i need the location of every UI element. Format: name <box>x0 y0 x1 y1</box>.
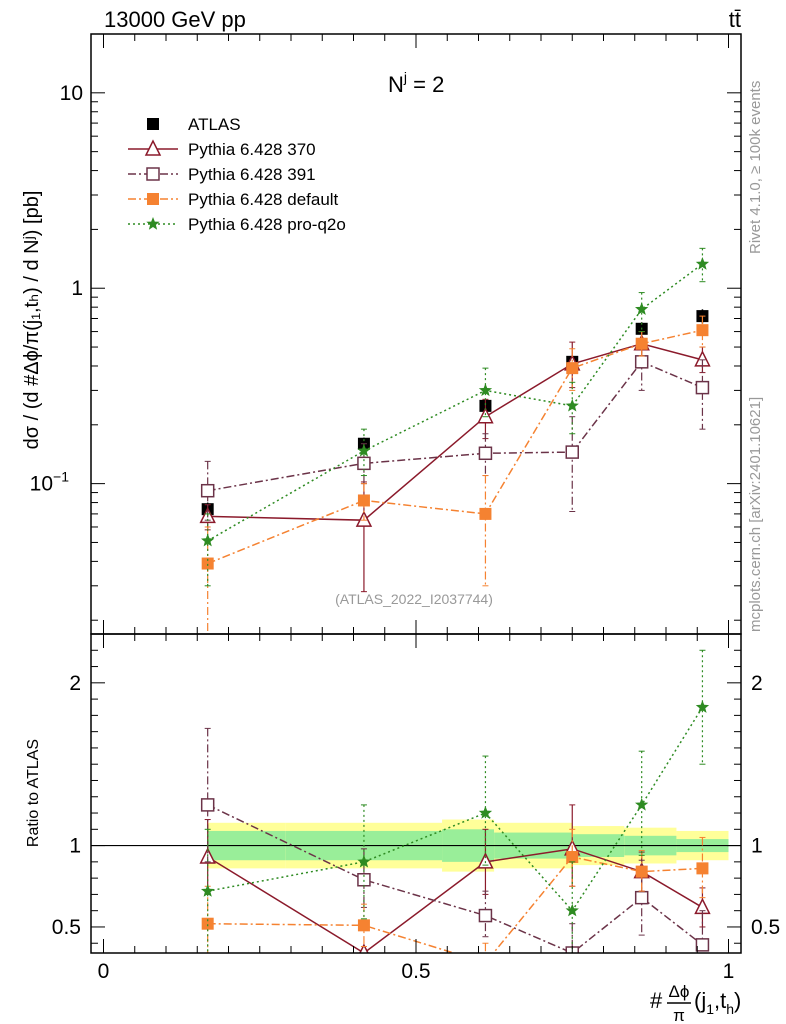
legend-entry-pythia-6-428-370: Pythia 6.428 370 <box>128 139 316 159</box>
x-tick-label: 1 <box>723 960 735 983</box>
data-point <box>565 445 579 459</box>
data-point <box>478 383 493 397</box>
legend-label: Pythia 6.428 370 <box>188 140 316 159</box>
data-point <box>634 355 649 369</box>
ratio-point <box>634 890 649 905</box>
ratio-y-axis-label: Ratio to ATLAS <box>25 739 42 847</box>
x-tick-label: 0 <box>98 960 110 983</box>
mcplots-label: mcplots.cern.ch [arXiv:2401.10621] <box>747 397 764 632</box>
legend: ATLAS Pythia 6.428 370 Pythia 6.428 391 Pyt… <box>128 115 346 234</box>
legend-entry-pythia-6-428-pro-q2o: Pythia 6.428 pro-q2o <box>128 215 346 234</box>
series-line <box>207 329 703 565</box>
series-line <box>207 360 703 492</box>
header-process: 13000 GeV pp <box>104 7 246 32</box>
data-point <box>357 494 370 507</box>
svg-text:Δϕ: Δϕ <box>669 982 690 1001</box>
ratio-point <box>696 862 709 875</box>
ratio-series-line <box>207 804 703 953</box>
x-axis-label: # Δϕ π (j1,th) <box>650 982 741 1024</box>
data-point <box>565 398 579 412</box>
ratio-point <box>566 850 579 863</box>
series-atlas <box>201 309 709 517</box>
main-plot <box>199 247 711 634</box>
main-y-tick-label: 10 <box>60 82 83 105</box>
ratio-point <box>479 957 491 969</box>
ratio-point <box>477 852 494 869</box>
ratio-frame <box>90 633 742 954</box>
ratio-y-tick-label-right: 2 <box>751 672 763 695</box>
series-pythia-6-428-370 <box>199 331 711 593</box>
svg-text:π: π <box>673 1006 685 1024</box>
legend-entry-atlas: ATLAS <box>147 115 241 134</box>
legend-marker <box>147 118 159 130</box>
ratio-y-tick-label-right: 0.5 <box>751 916 780 939</box>
data-point <box>200 483 215 498</box>
series-pythia-6-428-pro-q2o <box>201 247 710 587</box>
ratio-point <box>359 943 369 953</box>
header-final-state: tt̄ <box>729 7 741 32</box>
data-point <box>357 456 371 471</box>
ratio-point <box>635 865 648 878</box>
legend-label: ATLAS <box>188 115 241 134</box>
main-y-axis-label: dσ / (d #Δϕ/π(j₁,tₕ) / d Nʲ) [pb] <box>21 191 43 450</box>
ratio-series-pythia-6-428-default <box>201 828 709 969</box>
data-point <box>635 302 649 315</box>
ratio-series-line <box>207 856 703 953</box>
data-point <box>479 507 492 520</box>
ratio-series-line <box>207 848 703 953</box>
axes: 10−1 1 10 0.5 0.5 1 1 2 2 0 0.5 1 <box>30 33 780 983</box>
x-tick-label: 0.5 <box>401 960 430 983</box>
data-point <box>566 362 579 375</box>
ratio-series-line <box>207 706 704 912</box>
main-y-tick-label: 10−1 <box>30 469 70 496</box>
legend-label: Pythia 6.428 default <box>188 190 339 209</box>
data-point <box>201 533 215 547</box>
ratio-series-pythia-6-428-pro-q2o <box>201 649 710 953</box>
ratio-point <box>201 884 215 897</box>
ratio-point <box>695 700 710 713</box>
legend-marker <box>146 167 160 181</box>
data-point <box>635 337 648 350</box>
legend-label: Pythia 6.428 391 <box>188 165 316 184</box>
ratio-point <box>695 938 710 952</box>
series-line <box>207 342 703 521</box>
legend-marker <box>144 139 162 156</box>
analysis-watermark: (ATLAS_2022_I2037744) <box>335 591 493 607</box>
legend-entry-pythia-6-428-default: Pythia 6.428 default <box>128 190 339 209</box>
ratio-plot <box>91 649 741 969</box>
data-point <box>477 407 494 424</box>
rivet-label: Rivet 4.1.0, ≥ 100k events <box>747 81 764 254</box>
legend-label: Pythia 6.428 pro-q2o <box>188 215 346 234</box>
ratio-point <box>200 798 215 812</box>
main-y-tick-label: 1 <box>71 277 83 300</box>
data-point <box>695 380 710 395</box>
ratio-point <box>357 854 371 868</box>
data-point <box>357 443 371 457</box>
series-pythia-6-428-default <box>201 315 709 634</box>
ratio-point <box>635 797 649 811</box>
series-pythia-6-428-391 <box>200 340 710 521</box>
ratio-point <box>357 919 370 932</box>
series-line <box>207 263 703 542</box>
ratio-y-tick-label: 2 <box>69 672 81 695</box>
data-point <box>201 557 214 570</box>
plot-title: Nj = 2 <box>388 69 444 97</box>
ratio-point <box>565 903 579 917</box>
ratio-series-pythia-6-428-391 <box>200 727 710 953</box>
data-point <box>696 324 709 337</box>
legend-marker <box>146 217 160 230</box>
ratio-point <box>478 908 493 923</box>
ratio-y-tick-label: 1 <box>69 835 81 858</box>
svg-text:#: # <box>650 988 663 1013</box>
ratio-y-tick-label-right: 1 <box>751 835 763 858</box>
legend-entry-pythia-6-428-391: Pythia 6.428 391 <box>128 165 316 184</box>
ratio-point <box>201 917 214 930</box>
svg-text:(j1,th): (j1,th) <box>694 988 741 1017</box>
data-point <box>478 446 493 461</box>
data-point <box>695 257 710 270</box>
ratio-y-tick-label: 0.5 <box>52 916 81 939</box>
legend-marker <box>147 193 159 205</box>
ratio-point <box>478 806 493 819</box>
